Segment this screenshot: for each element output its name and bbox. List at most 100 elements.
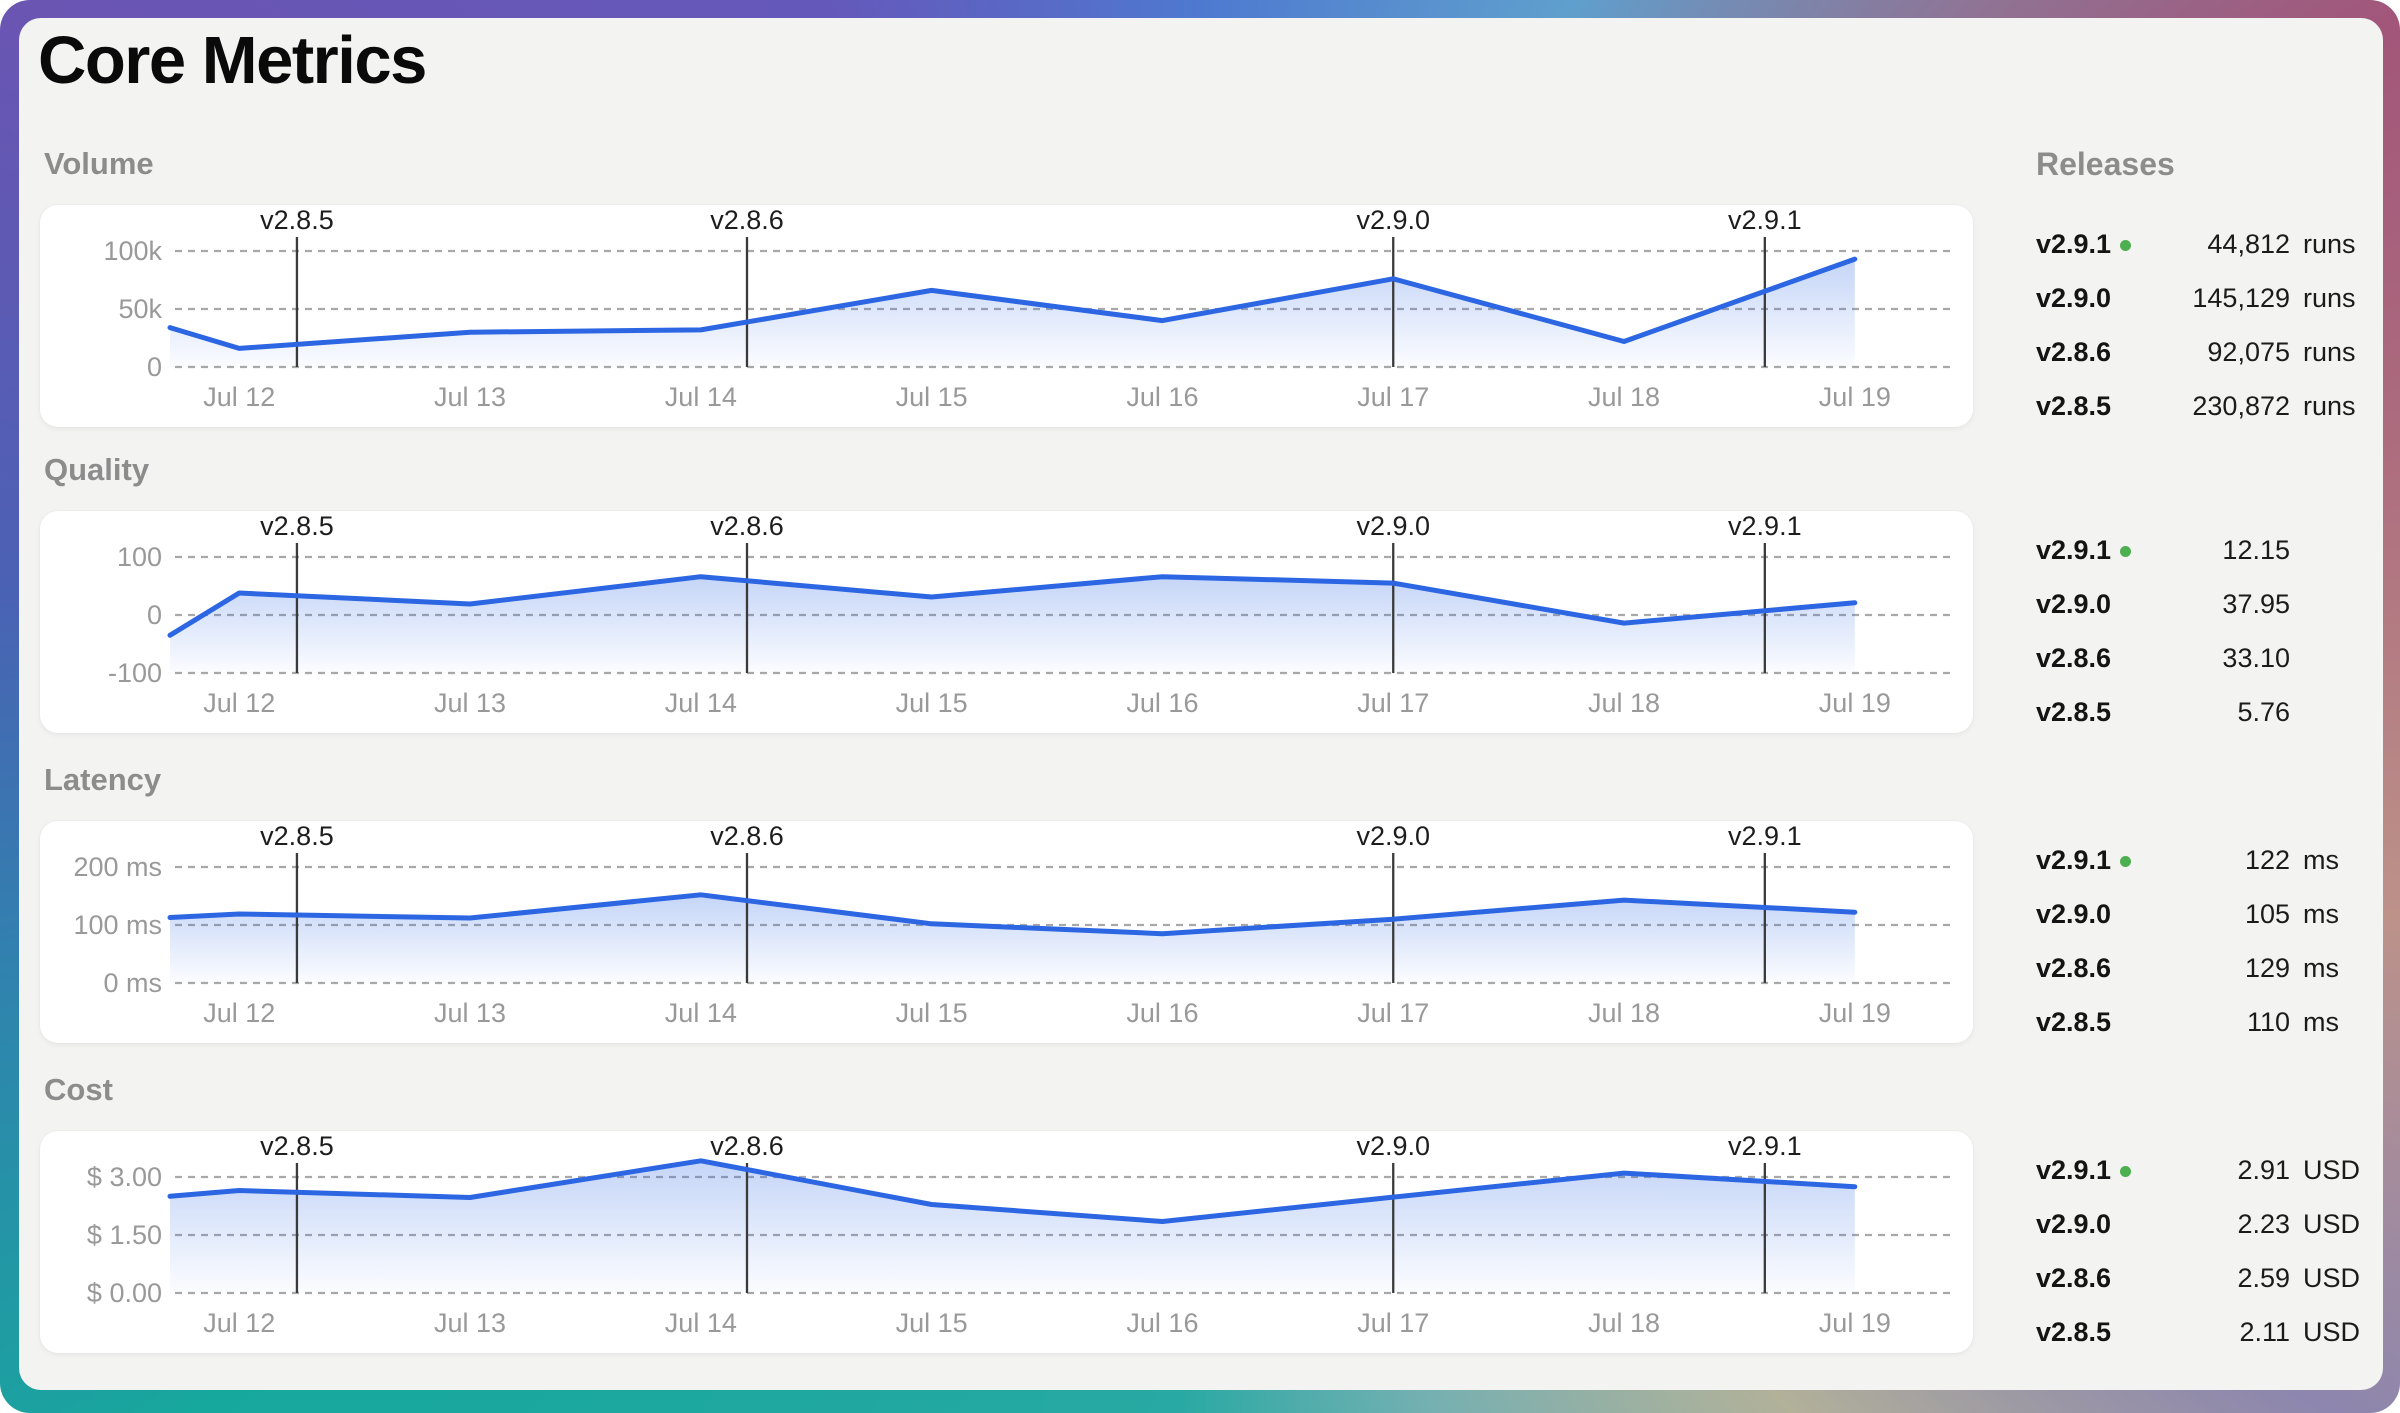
latency-release-list: v2.9.1 122 ms v2.9.0 105 ms v2.8.6 129 ms v2.8.5 1… (2036, 833, 2380, 1049)
release-version-label: v2.9.0 (2036, 1208, 2112, 1239)
x-axis-tick-label: Jul 12 (203, 688, 275, 718)
latest-release-dot-icon (2120, 1165, 2132, 1177)
x-axis-tick-label: Jul 16 (1126, 688, 1198, 718)
y-axis-tick-label: 100 ms (73, 910, 162, 940)
series-area-fill (170, 1160, 1855, 1293)
release-row: v2.8.5 230,872 runs (2036, 379, 2380, 433)
release-metric-unit: ms (2303, 952, 2339, 983)
release-metric-value: 230,872 (2192, 390, 2290, 421)
release-row: v2.9.1 44,812 runs (2036, 217, 2380, 271)
release-metric-value: 110 (2246, 1006, 2290, 1037)
release-marker-label: v2.9.1 (1728, 821, 1802, 851)
x-axis-tick-label: Jul 15 (896, 998, 968, 1028)
release-row: v2.8.6 92,075 runs (2036, 325, 2380, 379)
x-axis-tick-label: Jul 12 (203, 1308, 275, 1338)
release-version-label: v2.8.5 (2036, 390, 2112, 421)
y-axis-tick-label: 200 ms (73, 852, 162, 882)
quality-release-list: v2.9.1 12.15 v2.9.0 37.95 v2.8.6 33.10 v2.8.5 5… (2036, 523, 2380, 739)
release-row: v2.8.5 110 ms (2036, 995, 2380, 1049)
latency-chart-card: 200 ms 100 ms 0 ms v2.8.5 v2.8.6 v2.9.0 v2.9.1… (40, 821, 1973, 1043)
release-version-label: v2.9.1 (2036, 229, 2140, 260)
release-marker-label: v2.8.6 (710, 821, 784, 851)
volume-release-list: v2.9.1 44,812 runs v2.9.0 145,129 runs v2.8.6 9… (2036, 217, 2380, 433)
release-version-label: v2.8.6 (2036, 336, 2112, 367)
release-metric-value: 122 (2244, 844, 2290, 875)
release-metric-value: 5.76 (2237, 696, 2290, 727)
release-metric-unit: runs (2303, 336, 2356, 367)
release-marker-label: v2.9.0 (1356, 1131, 1430, 1161)
release-version-label: v2.8.5 (2036, 1006, 2112, 1037)
release-metric-unit: runs (2303, 228, 2356, 259)
release-metric-value: 37.95 (2222, 588, 2290, 619)
x-axis-tick-label: Jul 13 (434, 382, 506, 412)
release-metric-unit: USD (2303, 1262, 2361, 1293)
y-axis-tick-label: 50k (118, 294, 162, 324)
release-metric-value: 129 (2244, 952, 2290, 983)
release-row: v2.9.0 105 ms (2036, 887, 2380, 941)
x-axis-tick-label: Jul 19 (1819, 998, 1891, 1028)
x-axis-tick-label: Jul 14 (665, 998, 737, 1028)
cost-line-chart: $ 3.00 $ 1.50 $ 0.00 v2.8.5 v2.8.6 v2.9.0 v2.9… (87, 1131, 1952, 1338)
release-metric-value: 2.23 (2237, 1208, 2290, 1239)
release-marker-label: v2.9.0 (1356, 205, 1430, 235)
release-metric-unit: ms (2303, 898, 2339, 929)
release-metric-value: 12.15 (2222, 534, 2290, 565)
release-metric-value: 2.11 (2239, 1316, 2290, 1347)
x-axis-tick-label: Jul 17 (1357, 1308, 1429, 1338)
release-metric-unit: ms (2303, 844, 2339, 875)
x-axis-tick-label: Jul 12 (203, 382, 275, 412)
release-version-label: v2.8.5 (2036, 696, 2112, 727)
cost-section-label: Cost (44, 1072, 113, 1107)
x-axis-tick-label: Jul 16 (1126, 998, 1198, 1028)
x-axis-tick-label: Jul 18 (1588, 998, 1660, 1028)
release-metric-unit: runs (2303, 282, 2356, 313)
release-version-label: v2.8.6 (2036, 952, 2112, 983)
quality-chart-card: 100 0 -100 v2.8.5 v2.8.6 v2.9.0 v2.9.1 Jul 12 Ju… (40, 511, 1973, 733)
series-area-fill (170, 259, 1855, 367)
y-axis-tick-label: 0 (147, 352, 162, 382)
cost-chart-card: $ 3.00 $ 1.50 $ 0.00 v2.8.5 v2.8.6 v2.9.0 v2.9… (40, 1131, 1973, 1353)
release-marker-label: v2.8.5 (260, 821, 334, 851)
y-axis-tick-label: $ 3.00 (87, 1162, 162, 1192)
y-axis-tick-label: 100 (117, 542, 162, 572)
x-axis-tick-label: Jul 13 (434, 1308, 506, 1338)
release-metric-value: 105 (2244, 898, 2290, 929)
y-axis-tick-label: $ 0.00 (87, 1278, 162, 1308)
release-version-label: v2.8.6 (2036, 642, 2112, 673)
quality-section-label: Quality (44, 452, 150, 487)
release-version-label: v2.8.6 (2036, 1262, 2112, 1293)
releases-panel: Releases v2.9.1 44,812 runs v2.9.0 145,129 ru… (2036, 0, 2380, 1413)
release-metric-unit: USD (2303, 1208, 2361, 1239)
release-marker-label: v2.8.6 (710, 511, 784, 541)
release-version-label: v2.9.1 (2036, 845, 2140, 876)
series-line (167, 892, 1858, 937)
x-axis-tick-label: Jul 16 (1126, 1308, 1198, 1338)
release-version-label: v2.9.0 (2036, 588, 2112, 619)
page-title: Core Metrics (38, 23, 427, 98)
y-axis-tick-label: 0 (147, 600, 162, 630)
y-axis-tick-label: 100k (103, 236, 162, 266)
release-metric-value: 145,129 (2192, 282, 2290, 313)
y-axis-tick-label: $ 1.50 (87, 1220, 162, 1250)
release-version-label: v2.9.0 (2036, 898, 2112, 929)
x-axis-tick-label: Jul 18 (1588, 382, 1660, 412)
release-row: v2.8.6 129 ms (2036, 941, 2380, 995)
release-marker-label: v2.8.5 (260, 205, 334, 235)
release-marker-label: v2.8.5 (260, 511, 334, 541)
x-axis-tick-label: Jul 12 (203, 998, 275, 1028)
x-axis-tick-label: Jul 15 (896, 1308, 968, 1338)
series-line (167, 256, 1858, 351)
x-axis-tick-label: Jul 13 (434, 688, 506, 718)
release-marker-label: v2.8.6 (710, 1131, 784, 1161)
latest-release-dot-icon (2120, 545, 2132, 557)
release-metric-unit: ms (2303, 1006, 2339, 1037)
release-metric-value: 33.10 (2222, 642, 2290, 673)
release-row: v2.9.1 122 ms (2036, 833, 2380, 887)
series-line (167, 574, 1858, 638)
releases-header: Releases (2036, 146, 2175, 182)
latency-line-chart: 200 ms 100 ms 0 ms v2.8.5 v2.8.6 v2.9.0 v2.9.1… (73, 821, 1952, 1028)
quality-line-chart: 100 0 -100 v2.8.5 v2.8.6 v2.9.0 v2.9.1 Jul 12 Ju… (108, 511, 1952, 718)
series-area-fill (170, 894, 1855, 983)
release-marker-label: v2.9.1 (1728, 1131, 1802, 1161)
release-metric-unit: runs (2303, 390, 2356, 421)
